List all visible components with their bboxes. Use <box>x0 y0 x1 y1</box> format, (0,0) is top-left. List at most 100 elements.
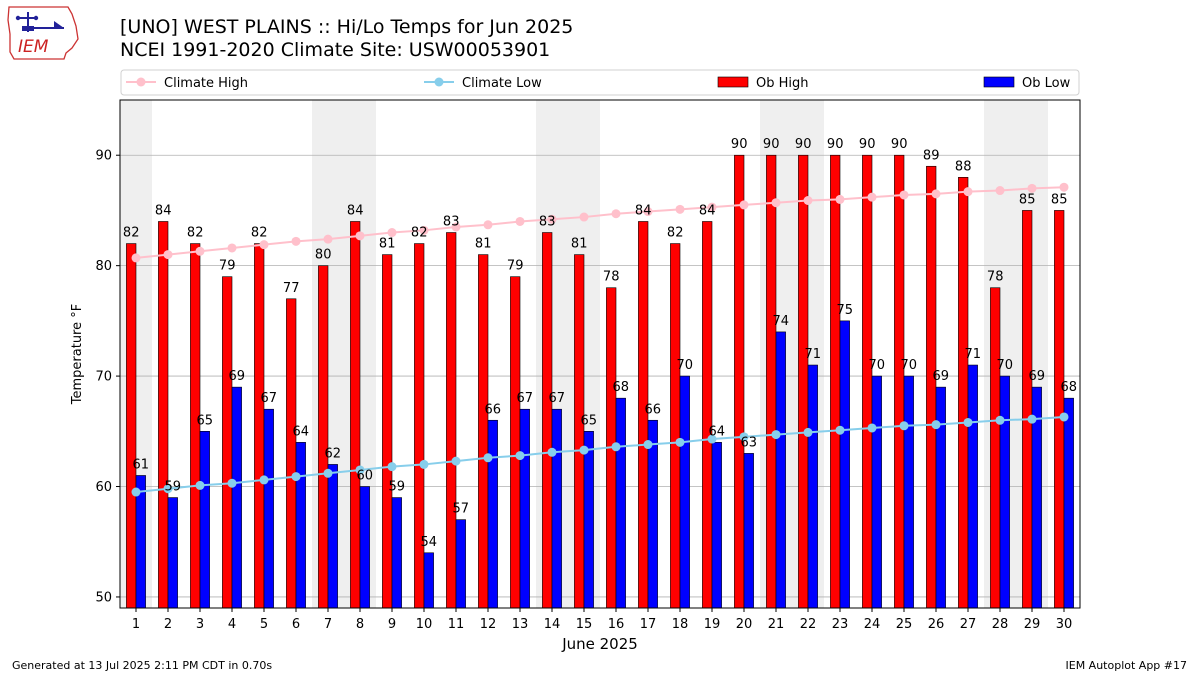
x-tick-label: 20 <box>736 617 753 632</box>
iem-logo: IEM <box>7 6 79 60</box>
ob-high-legend-label: Ob High <box>756 76 809 91</box>
y-tick-label: 80 <box>95 259 112 274</box>
ob-high-value-label: 83 <box>539 215 556 230</box>
generated-timestamp: Generated at 13 Jul 2025 2:11 PM CDT in … <box>12 659 273 672</box>
climate-lines <box>131 182 1069 497</box>
x-tick-label: 17 <box>640 617 657 632</box>
x-tick-label: 23 <box>832 617 849 632</box>
climate-high-point <box>643 207 653 217</box>
ob-high-value-label: 90 <box>827 137 844 152</box>
ob-low-value-label: 67 <box>517 391 534 406</box>
ob-high-bar <box>926 165 937 609</box>
ob-low-legend-label: Ob Low <box>1022 76 1071 91</box>
climate-low-point <box>259 475 269 485</box>
ob-low-bar <box>167 497 178 609</box>
climate-low-point <box>355 465 365 475</box>
ob-low-value-label: 65 <box>197 413 214 428</box>
ob-low-bar <box>807 364 818 609</box>
bar-value-labels: 82 84 82 79 82 77 80 84 81 82 83 81 79 83 81 78 84 82 84 90… <box>123 137 1077 550</box>
ob-low-bar <box>871 375 882 609</box>
ob-low-value-label: 60 <box>357 469 374 484</box>
x-tick-label: 5 <box>260 617 268 632</box>
climate-high-point <box>195 246 205 256</box>
ob-low-value-label: 71 <box>805 347 822 362</box>
climate-low-legend-marker <box>434 77 444 87</box>
x-tick-label: 29 <box>1024 617 1041 632</box>
ob-low-value-label: 65 <box>581 413 598 428</box>
y-gridlines <box>120 154 1080 598</box>
ob-low-value-label: 63 <box>741 435 758 450</box>
ob-low-bar <box>263 408 274 609</box>
x-tick-label: 24 <box>864 617 881 632</box>
x-tick-label: 13 <box>512 617 529 632</box>
x-tick-label: 28 <box>992 617 1009 632</box>
ob-high-bar <box>766 154 777 609</box>
x-tick-label: 14 <box>544 617 561 632</box>
ob-low-value-label: 67 <box>261 391 278 406</box>
ob-low-value-label: 66 <box>485 402 502 417</box>
ob-high-value-label: 82 <box>667 226 684 241</box>
ob-high-bar <box>446 232 457 609</box>
ob-low-bar <box>583 431 594 609</box>
climate-high-point <box>1027 183 1037 193</box>
ob-high-value-label: 81 <box>475 237 492 252</box>
ob-low-bar <box>679 375 690 609</box>
climate-high-point <box>835 194 845 204</box>
ob-high-value-label: 90 <box>891 137 908 152</box>
ob-low-bar <box>615 397 626 609</box>
ob-low-bar <box>519 408 530 609</box>
ob-high-value-label: 83 <box>443 215 460 230</box>
climate-low-point <box>291 472 301 482</box>
ob-high-bar <box>318 265 329 609</box>
climate-low-point <box>867 423 877 433</box>
ob-high-bar <box>350 221 361 609</box>
ob-high-bar <box>990 287 1001 609</box>
ob-high-bar <box>830 154 841 609</box>
ob-low-value-label: 67 <box>549 391 566 406</box>
x-tick-label: 26 <box>928 617 945 632</box>
ob-high-value-label: 89 <box>923 148 940 163</box>
ob-low-bar <box>231 386 242 609</box>
ob-high-value-label: 78 <box>987 270 1004 285</box>
app-credit: IEM Autoplot App #17 <box>1065 659 1188 672</box>
weather-station-icon <box>15 12 64 32</box>
ob-low-bar <box>391 497 402 609</box>
ob-high-bar <box>1022 210 1033 609</box>
climate-high-point <box>707 202 717 212</box>
climate-high-point <box>355 231 365 241</box>
ob-high-bar <box>286 298 297 609</box>
x-tick-label: 16 <box>608 617 625 632</box>
ob-high-value-label: 84 <box>347 203 364 218</box>
climate-low-point <box>579 445 589 455</box>
climate-low-point <box>515 451 525 461</box>
ob-low-value-label: 70 <box>677 358 694 373</box>
x-axis-label: June 2025 <box>561 635 638 653</box>
legend-box <box>120 69 1080 96</box>
x-tick-label: 1 <box>132 617 140 632</box>
climate-low-line <box>135 415 1065 494</box>
ob-low-bar <box>903 375 914 609</box>
x-tick-label: 27 <box>960 617 977 632</box>
ob-high-bar <box>222 276 233 609</box>
ob-low-value-label: 69 <box>229 369 246 384</box>
ob-high-legend-swatch <box>717 76 749 88</box>
ob-high-value-label: 84 <box>635 203 652 218</box>
climate-high-point <box>739 200 749 210</box>
plot-frame <box>119 99 1081 609</box>
climate-high-point <box>419 225 429 235</box>
climate-high-point <box>259 240 269 250</box>
climate-high-point <box>995 186 1005 196</box>
climate-high-point <box>899 190 909 200</box>
climate-low-point <box>707 434 717 444</box>
ob-high-bar <box>510 276 521 609</box>
ob-low-bar <box>487 419 498 609</box>
climate-low-point <box>675 437 685 447</box>
x-tick-label: 7 <box>324 617 332 632</box>
ob-low-bar <box>295 442 306 609</box>
ob-low-value-label: 75 <box>837 303 854 318</box>
ob-high-value-label: 84 <box>699 203 716 218</box>
ob-high-value-label: 81 <box>379 237 396 252</box>
climate-low-point <box>899 421 909 431</box>
ob-high-bar <box>574 254 585 609</box>
